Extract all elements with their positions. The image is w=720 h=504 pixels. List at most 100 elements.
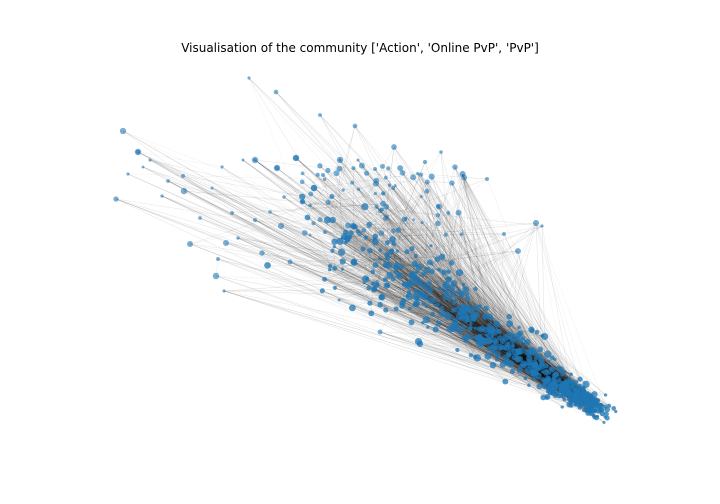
- graph-edge: [254, 159, 410, 297]
- graph-edge: [374, 168, 423, 223]
- graph-node: [380, 163, 385, 169]
- graph-node: [542, 382, 547, 386]
- graph-edge: [386, 254, 501, 348]
- graph-node: [414, 270, 419, 275]
- graph-node: [439, 287, 444, 292]
- graph-edge: [416, 304, 553, 393]
- graph-node: [447, 276, 452, 282]
- graph-edge: [387, 284, 417, 292]
- graph-edge: [404, 219, 548, 383]
- graph-edge: [517, 250, 544, 380]
- graph-edge: [322, 290, 493, 353]
- graph-edge: [438, 173, 463, 270]
- graph-node: [119, 127, 127, 135]
- graph-edge: [347, 218, 386, 241]
- graph-node: [443, 232, 448, 237]
- graph-edge: [470, 322, 496, 328]
- graph-edge: [348, 225, 460, 273]
- graph-node: [514, 355, 522, 363]
- graph-node: [589, 405, 593, 409]
- graph-edge: [381, 232, 498, 355]
- graph-node: [473, 354, 482, 362]
- graph-node: [568, 397, 575, 404]
- graph-edge: [462, 173, 601, 412]
- graph-edge: [467, 336, 498, 360]
- graph-edge: [355, 226, 446, 298]
- graph-edge: [307, 217, 428, 328]
- graph-edge: [324, 125, 356, 233]
- graph-edge: [406, 234, 446, 297]
- graph-edge: [467, 298, 539, 368]
- graph-node: [382, 277, 388, 282]
- graph-node: [337, 298, 341, 302]
- graph-node: [527, 347, 536, 356]
- graph-edge: [122, 130, 397, 268]
- graph-edge: [369, 250, 398, 266]
- graph-edge: [393, 146, 414, 178]
- graph-edge: [438, 206, 518, 355]
- graph-edge: [459, 272, 562, 389]
- graph-edge: [307, 217, 467, 320]
- graph-edge: [429, 282, 494, 366]
- graph-edge: [237, 237, 512, 365]
- graph-node: [385, 214, 389, 219]
- graph-node: [527, 383, 531, 387]
- graph-node: [533, 356, 538, 361]
- graph-node: [391, 185, 396, 191]
- graph-edge: [382, 203, 606, 396]
- graph-node: [490, 334, 494, 338]
- graph-edge: [211, 187, 563, 396]
- graph-edge: [427, 181, 589, 397]
- graph-edge: [435, 177, 465, 330]
- graph-node: [538, 356, 545, 364]
- graph-edge: [486, 178, 581, 408]
- graph-node: [494, 357, 499, 362]
- graph-node: [489, 361, 497, 369]
- graph-edge: [354, 125, 417, 257]
- graph-edge: [302, 181, 480, 338]
- graph-node: [614, 409, 618, 414]
- graph-edge: [451, 262, 587, 399]
- graph-node: [325, 167, 331, 174]
- graph-node: [540, 370, 545, 374]
- graph-node: [430, 311, 436, 317]
- graph-edge: [353, 168, 494, 333]
- graph-node: [470, 336, 474, 340]
- graph-node: [594, 415, 599, 421]
- graph-node: [553, 393, 558, 399]
- graph-node: [378, 248, 382, 252]
- graph-edge: [353, 261, 375, 290]
- graph-node: [299, 179, 305, 185]
- graph-edge: [322, 174, 562, 391]
- graph-node: [252, 217, 258, 223]
- graph-node: [377, 256, 382, 261]
- graph-edge: [444, 250, 519, 286]
- graph-edge: [357, 159, 521, 342]
- graph-edge: [342, 237, 467, 341]
- graph-node: [426, 286, 434, 294]
- graph-edge: [189, 243, 565, 384]
- graph-edge: [372, 271, 456, 301]
- graph-node: [456, 289, 462, 295]
- graph-node: [361, 203, 369, 211]
- graph-edge: [149, 159, 303, 198]
- graph-edge: [324, 279, 556, 393]
- graph-node: [383, 307, 389, 313]
- graph-edge: [414, 304, 486, 342]
- graph-edge: [437, 259, 577, 383]
- graph-edge: [379, 331, 605, 423]
- graph-node: [416, 340, 424, 347]
- graph-node: [412, 302, 418, 308]
- graph-node: [391, 144, 397, 150]
- graph-edge: [339, 168, 410, 293]
- graph-edge: [464, 177, 488, 180]
- graph-edge: [415, 304, 545, 337]
- graph-edge: [417, 173, 588, 404]
- graph-node: [390, 248, 395, 253]
- graph-node: [473, 326, 477, 330]
- graph-edge: [327, 202, 406, 285]
- graph-node: [458, 315, 464, 321]
- graph-edge: [324, 279, 565, 394]
- graph-node: [493, 321, 501, 328]
- graph-edge: [520, 340, 572, 384]
